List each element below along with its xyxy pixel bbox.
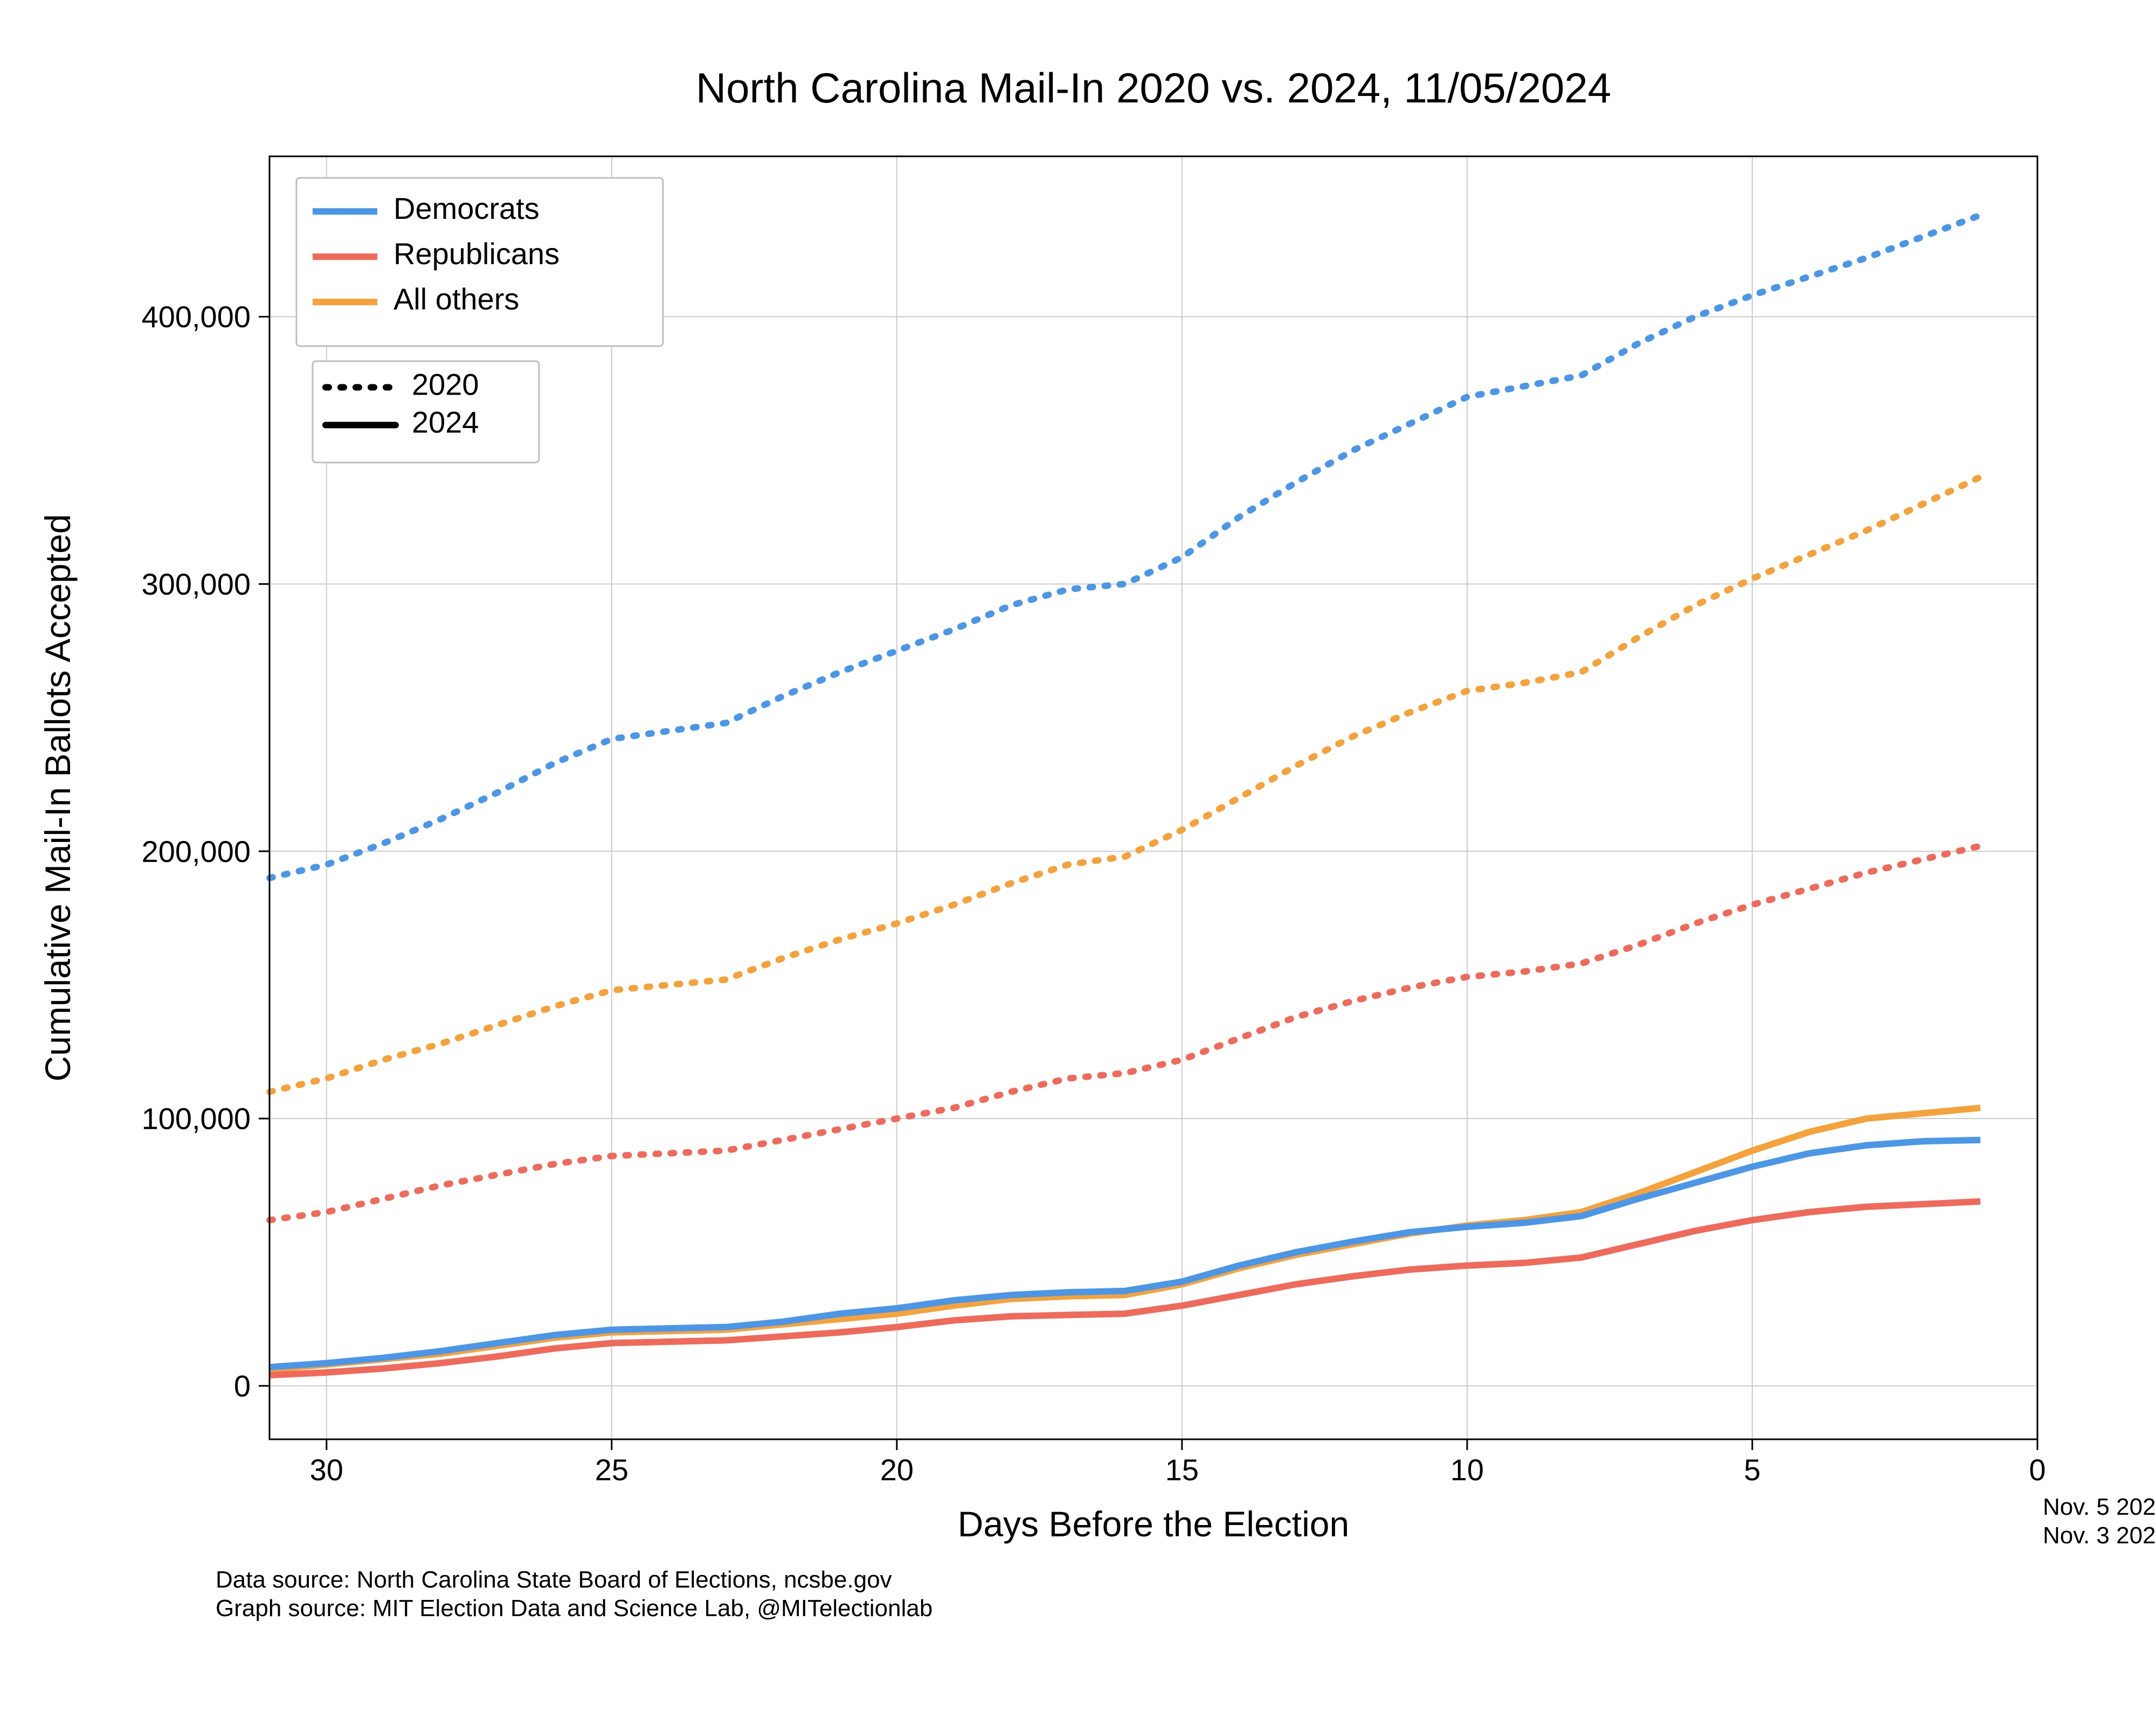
date-note-line2: Nov. 3 2020 bbox=[2043, 1522, 2156, 1549]
y-tick-label: 200,000 bbox=[142, 834, 251, 868]
chart-svg: 30 25 20 15 10 5 0 0 100,000 200,000 300,000 400,00… bbox=[0, 0, 2156, 1725]
footer-line2: Graph source: MIT Election Data and Scie… bbox=[216, 1595, 932, 1622]
y-tick-label: 0 bbox=[234, 1369, 251, 1403]
x-tick-label: 10 bbox=[1450, 1453, 1484, 1487]
date-note-line1: Nov. 5 2024/ bbox=[2043, 1494, 2156, 1520]
chart-title: North Carolina Mail-In 2020 vs. 2024, 11… bbox=[696, 64, 1611, 112]
x-tick-label: 0 bbox=[2029, 1453, 2046, 1487]
x-tick-label: 30 bbox=[310, 1453, 343, 1487]
legend-party-label: All others bbox=[393, 282, 519, 316]
y-tick-label: 300,000 bbox=[142, 567, 251, 601]
legend-years: 20202024 bbox=[313, 361, 539, 463]
y-tick-label: 400,000 bbox=[142, 300, 251, 334]
x-tick-label: 25 bbox=[595, 1453, 628, 1487]
footer-line1: Data source: North Carolina State Board … bbox=[216, 1567, 892, 1593]
legend-party-label: Democrats bbox=[393, 191, 540, 225]
y-tick-label: 100,000 bbox=[142, 1102, 251, 1136]
y-axis: 0 100,000 200,000 300,000 400,000 bbox=[142, 300, 270, 1403]
y-axis-label: Cumulative Mail-In Ballots Accepted bbox=[38, 514, 78, 1082]
x-axis-label: Days Before the Election bbox=[958, 1504, 1349, 1544]
legend-parties: Democrats Republicans All others bbox=[296, 178, 663, 346]
x-axis: 30 25 20 15 10 5 0 bbox=[310, 1439, 2046, 1487]
x-tick-label: 5 bbox=[1744, 1453, 1760, 1487]
legend-year-label: 2024 bbox=[412, 405, 479, 439]
legend-year-label: 2020 bbox=[412, 368, 479, 402]
x-tick-label: 20 bbox=[880, 1453, 914, 1487]
x-tick-label: 15 bbox=[1165, 1453, 1199, 1487]
legend-party-label: Republicans bbox=[393, 237, 559, 271]
chart-container: 30 25 20 15 10 5 0 0 100,000 200,000 300,000 400,00… bbox=[0, 0, 2156, 1725]
